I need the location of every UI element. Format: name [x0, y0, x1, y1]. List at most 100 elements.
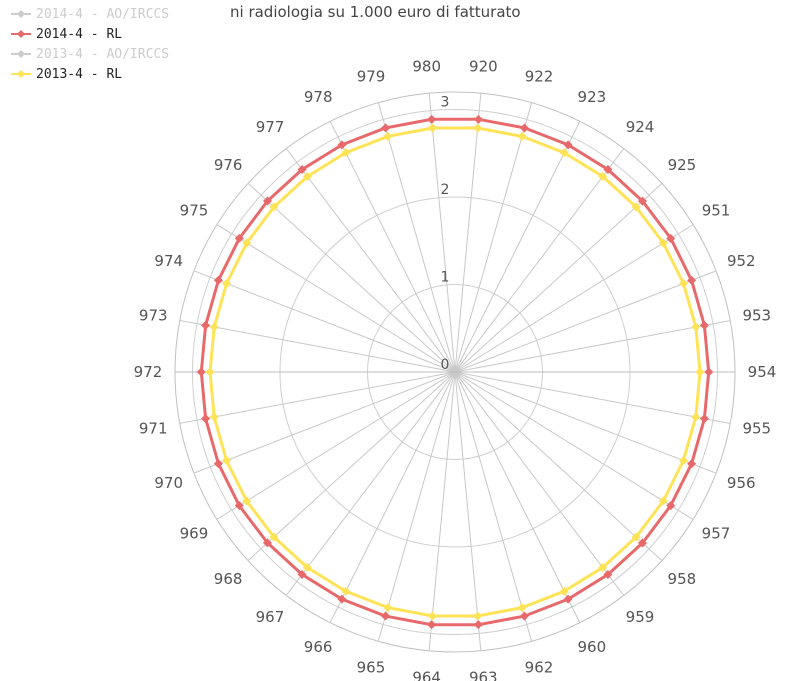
spoke-968 — [247, 371, 456, 561]
data-point — [209, 322, 219, 332]
category-label-974: 974 — [154, 252, 183, 270]
category-label-980: 980 — [412, 57, 441, 75]
data-point — [201, 414, 211, 424]
data-point — [234, 233, 244, 243]
data-point — [473, 123, 483, 133]
category-label-958: 958 — [668, 570, 697, 588]
data-point — [598, 563, 608, 573]
category-label-960: 960 — [577, 638, 606, 656]
data-point — [213, 459, 223, 469]
legend-swatch-icon — [11, 50, 31, 58]
category-label-956: 956 — [727, 474, 756, 492]
category-label-966: 966 — [304, 638, 333, 656]
data-point — [598, 172, 608, 182]
legend-swatch-icon — [11, 10, 31, 18]
spoke-974 — [193, 270, 456, 373]
data-point — [631, 202, 641, 212]
data-point — [603, 165, 613, 175]
data-point — [695, 367, 705, 377]
data-point — [687, 459, 697, 469]
category-label-924: 924 — [626, 118, 655, 136]
radial-tick-label: 0 — [441, 357, 450, 373]
radial-ticks: 0 1 2 3 — [441, 95, 450, 374]
data-point — [559, 586, 569, 596]
series — [196, 114, 714, 630]
category-label-971: 971 — [139, 419, 168, 437]
radial-tick-label: 3 — [441, 95, 450, 111]
spoke-924 — [454, 148, 625, 373]
category-label-965: 965 — [357, 658, 386, 676]
data-point — [297, 164, 307, 174]
data-point — [666, 233, 676, 243]
spoke-979 — [377, 102, 456, 373]
spoke-964 — [428, 371, 456, 651]
category-label-923: 923 — [578, 88, 607, 106]
legend-label: 2014-4 - RL — [36, 26, 123, 42]
spoke-953 — [454, 320, 731, 373]
data-point — [213, 275, 223, 285]
spoke-963 — [454, 371, 482, 651]
data-point — [678, 456, 688, 466]
data-point — [563, 594, 573, 604]
data-point — [297, 569, 307, 579]
spoke-959 — [454, 371, 625, 596]
data-point — [222, 455, 232, 465]
category-label-979: 979 — [357, 68, 386, 86]
legend-swatch-icon — [11, 70, 31, 78]
category-label-953: 953 — [742, 307, 771, 325]
data-point — [691, 412, 701, 422]
spoke-958 — [454, 371, 663, 562]
data-point — [427, 123, 437, 133]
category-label-969: 969 — [180, 525, 209, 543]
data-point — [666, 501, 676, 511]
category-label-967: 967 — [256, 608, 285, 626]
category-label-964: 964 — [412, 669, 441, 681]
data-point — [201, 320, 211, 330]
legend-item[interactable]: 2013-4 - AO/IRCCS — [10, 44, 169, 64]
spoke-976 — [247, 182, 456, 373]
spoke-980 — [428, 93, 456, 373]
category-label-977: 977 — [256, 118, 285, 136]
data-point — [381, 123, 391, 133]
radial-tick-label: 1 — [441, 270, 450, 286]
data-point — [427, 611, 437, 621]
category-label-970: 970 — [154, 474, 183, 492]
category-label-955: 955 — [742, 419, 771, 437]
data-point — [687, 275, 697, 285]
data-point — [341, 148, 351, 158]
spoke-971 — [179, 371, 456, 424]
legend-item[interactable]: 2013-4 - RL — [10, 64, 169, 84]
data-point — [473, 620, 483, 630]
spoke-973 — [179, 320, 456, 373]
data-point — [563, 140, 573, 150]
data-point — [473, 114, 483, 124]
legend-item[interactable]: 2014-4 - RL — [10, 24, 169, 44]
data-point — [196, 367, 206, 377]
spoke-923 — [454, 121, 581, 373]
spoke-965 — [377, 371, 456, 642]
data-point — [269, 532, 279, 542]
spoke-978 — [329, 121, 456, 373]
category-label-954: 954 — [748, 363, 777, 381]
series-3 — [205, 123, 705, 621]
legend-item[interactable]: 2014-4 - AO/IRCCS — [10, 4, 169, 24]
data-point — [638, 196, 648, 206]
data-point — [603, 570, 613, 580]
legend: 2014-4 - AO/IRCCS 2014-4 - RL 2013-4 - AO/… — [10, 4, 169, 84]
category-labels: 920 922 923 924 925 951 952 953 954 955 956 957 958 9… — [134, 57, 777, 681]
category-label-978: 978 — [304, 88, 333, 106]
data-point — [658, 496, 668, 506]
data-point — [242, 238, 252, 248]
spoke-952 — [454, 270, 717, 373]
data-point — [262, 538, 272, 548]
data-point — [222, 278, 232, 288]
data-point — [302, 171, 312, 181]
series-1 — [196, 114, 714, 630]
data-point — [519, 123, 529, 133]
spoke-956 — [454, 371, 717, 474]
data-point — [427, 620, 437, 630]
legend-label: 2013-4 - AO/IRCCS — [36, 46, 170, 62]
data-point — [678, 279, 688, 289]
data-point — [269, 202, 279, 212]
